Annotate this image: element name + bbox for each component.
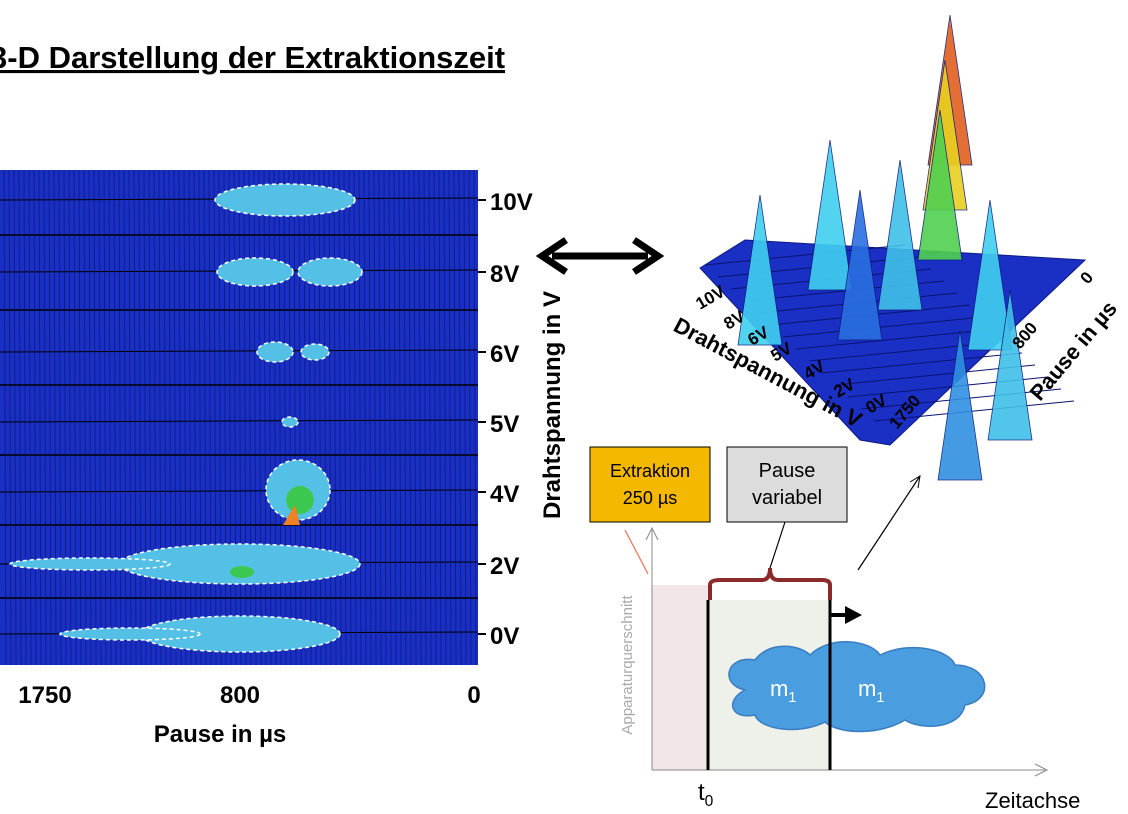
y-tick-label: 6V [490,341,519,368]
intensity-blob [301,344,329,360]
y-tick-label: 2V [490,553,519,580]
y-tick-label: 5V [490,411,519,438]
base-text: m [858,676,876,701]
brace [710,568,830,600]
intensity-blob [217,258,293,286]
pause-box [727,447,847,522]
intensity-peak [230,566,254,578]
intensity-blob [282,417,298,427]
intensity-peak [286,486,314,514]
y-tick-label: 10V [490,189,533,216]
y-axis-title: Drahtspannung in V [539,291,566,519]
sub-label: t0 [698,779,714,810]
surface-peak [808,140,852,290]
y-axis-label: Apparaturquerschnitt [619,595,636,735]
intensity-blob [257,342,293,362]
subscript: 0 [705,793,714,810]
base-text: m [770,676,788,701]
y-tick-label: 4V [490,481,519,508]
intensity-blob [60,628,200,640]
box-label: Pause [759,460,816,482]
x-tick-label: 1750 [18,682,71,709]
intensity-blob [298,258,362,286]
extraction-region [652,585,708,770]
subscript: 1 [788,690,796,706]
extraction-box [590,447,710,522]
intensity-blob [215,184,355,216]
box-label: 250 µs [623,488,677,508]
slide-title: 3-D Darstellung der Extraktionszeit [0,40,505,75]
y-tick-label: 0V [490,623,519,650]
box-label: Extraktion [610,461,690,481]
x-axis-label: Zeitachse [985,788,1080,813]
heatmap: 10V 8V 6V 5V 4V 2V 0V Drahtspannung in V 1750 800… [0,170,566,748]
x-axis-title: Pause in µs [154,721,287,748]
pointer [625,530,648,574]
x-tick-label: 0 [467,682,480,709]
surface-plot: 10V8V6V5V4V2V0VDrahtspannung in V1750800… [542,15,1122,480]
timing-diagram: Extraktion 250 µs Pause variabel Apparaturqu… [590,447,1080,813]
subscript: 1 [876,690,884,706]
surface-peak [878,160,922,310]
slide: 3-D Darstellung der Extraktionszeit 10V8… [0,0,1128,814]
cloud [729,642,985,732]
arrow-head [845,606,862,624]
box-label: variabel [752,487,822,509]
pointer [858,476,920,570]
surface-x-label: 0 [1077,268,1098,287]
y-tick-label: 8V [490,261,519,288]
intensity-blob [10,558,170,570]
x-tick-label: 800 [220,682,260,709]
surface-x-title: Pause in µs [1025,296,1122,405]
pointer [770,522,785,568]
